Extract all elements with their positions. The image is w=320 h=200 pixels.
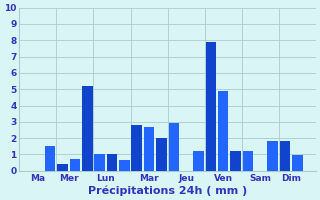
Bar — [280, 141, 290, 171]
Bar — [205, 42, 216, 171]
Bar — [218, 91, 228, 171]
Bar — [267, 141, 278, 171]
Bar — [243, 151, 253, 171]
Bar — [292, 155, 302, 171]
Bar — [144, 127, 154, 171]
Bar — [169, 123, 179, 171]
X-axis label: Précipitations 24h ( mm ): Précipitations 24h ( mm ) — [88, 185, 247, 196]
Bar — [132, 125, 142, 171]
Bar — [107, 154, 117, 171]
Bar — [230, 151, 241, 171]
Bar — [82, 86, 92, 171]
Bar — [193, 151, 204, 171]
Bar — [94, 154, 105, 171]
Bar — [119, 160, 130, 171]
Bar — [45, 146, 55, 171]
Bar — [156, 138, 167, 171]
Bar — [57, 164, 68, 171]
Bar — [70, 159, 80, 171]
